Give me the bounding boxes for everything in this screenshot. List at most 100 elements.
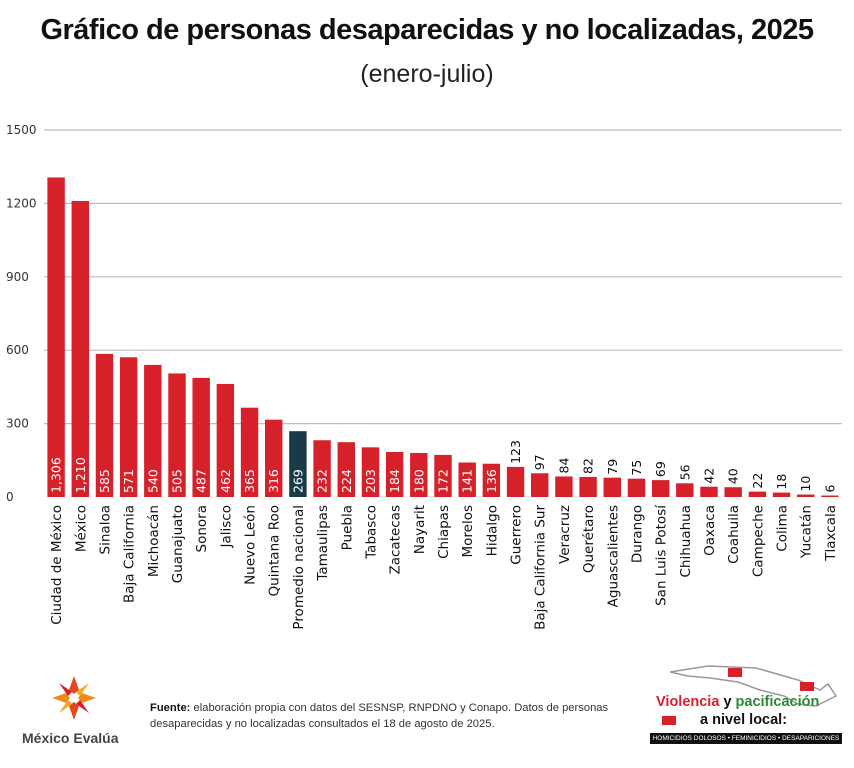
category-label: México bbox=[73, 505, 89, 552]
bars bbox=[47, 177, 839, 497]
y-tick-label: 600 bbox=[6, 343, 29, 357]
bar bbox=[603, 477, 621, 497]
bar-value-label: 18 bbox=[774, 474, 789, 490]
bar-value-label: 136 bbox=[484, 469, 499, 493]
source-label: Fuente: bbox=[150, 702, 191, 714]
grid-lines bbox=[44, 129, 842, 425]
bar bbox=[95, 353, 114, 497]
bar bbox=[627, 478, 646, 497]
category-label: Sonora bbox=[194, 505, 210, 552]
bar bbox=[410, 452, 428, 497]
category-label: Nuevo León bbox=[243, 505, 259, 585]
bar-value-label: 232 bbox=[315, 469, 330, 493]
bar-value-label: 571 bbox=[121, 469, 136, 493]
bar-value-label: 203 bbox=[363, 469, 378, 493]
bar-value-label: 22 bbox=[750, 473, 765, 489]
bar-value-label: 123 bbox=[508, 440, 523, 464]
source-text: elaboración propia con datos del SESNSP,… bbox=[150, 702, 609, 730]
chart-subtitle: (enero-julio) bbox=[360, 60, 494, 88]
category-label: Promedio nacional bbox=[291, 505, 307, 630]
bar-value-label: 462 bbox=[218, 469, 233, 493]
category-label: Guerrero bbox=[509, 505, 525, 565]
bar bbox=[337, 442, 355, 497]
category-label: Hidalgo bbox=[484, 505, 500, 556]
category-label: Chihuahua bbox=[678, 505, 694, 578]
bar bbox=[772, 492, 791, 497]
bar-value-label: 487 bbox=[194, 469, 209, 493]
category-label: Tamaulipas bbox=[315, 505, 331, 582]
category-labels: Ciudad de México México Sinaloa Baja Califo… bbox=[49, 504, 839, 630]
bar bbox=[482, 463, 501, 497]
category-label: Yucatán bbox=[799, 505, 815, 559]
bar-value-label: 141 bbox=[460, 469, 475, 493]
bar-value-label: 75 bbox=[629, 460, 644, 476]
bar bbox=[506, 466, 525, 497]
category-label: Campeche bbox=[750, 505, 766, 577]
badge-strip: HOMICIDIOS DOLOSOS • FEMINICIDIOS • DESA… bbox=[650, 733, 842, 744]
category-label: Oaxaca bbox=[702, 505, 718, 556]
mexico-evalua-logo-icon bbox=[52, 676, 96, 720]
bar-value-label: 56 bbox=[677, 464, 692, 480]
category-label: Baja California bbox=[122, 505, 138, 603]
category-label: Ciudad de México bbox=[49, 505, 65, 625]
bar-value-label: 82 bbox=[581, 458, 596, 474]
bar bbox=[119, 357, 138, 497]
bar-value-label: 10 bbox=[798, 476, 813, 492]
bar bbox=[700, 486, 718, 497]
bar bbox=[168, 373, 186, 497]
bar bbox=[385, 451, 404, 497]
category-label: Coahuila bbox=[726, 505, 742, 564]
category-label: Querétaro bbox=[581, 505, 597, 573]
category-label: Baja California Sur bbox=[533, 505, 549, 630]
bar bbox=[71, 200, 89, 497]
bar-value-label: 316 bbox=[266, 469, 281, 493]
value-labels: 1,306 1,210 585 571 540 505 487 462 365 316 269 232… bbox=[49, 440, 838, 493]
org-name: México Evalúa bbox=[22, 730, 119, 746]
category-label: Jalisco bbox=[218, 505, 234, 548]
bar bbox=[47, 177, 65, 497]
bar bbox=[313, 440, 331, 497]
bar-value-label: 97 bbox=[532, 454, 547, 470]
bar bbox=[144, 364, 162, 497]
category-label: Zacatecas bbox=[388, 505, 404, 575]
category-label: Quintana Roo bbox=[267, 505, 283, 596]
bar-value-label: 172 bbox=[436, 469, 451, 493]
bar bbox=[458, 462, 476, 497]
bar-value-label: 585 bbox=[97, 469, 112, 493]
bar-value-label: 184 bbox=[387, 469, 402, 493]
bar bbox=[676, 483, 694, 497]
bar-value-label: 180 bbox=[411, 469, 426, 493]
bar-value-label: 40 bbox=[726, 468, 741, 484]
bar-value-label: 269 bbox=[290, 469, 305, 493]
bar bbox=[821, 495, 839, 497]
category-label: Michoacán bbox=[146, 505, 162, 577]
bar bbox=[555, 476, 573, 497]
bar bbox=[724, 487, 742, 497]
category-label: Guanajuato bbox=[170, 505, 186, 583]
bar-value-label: 1,210 bbox=[73, 457, 88, 493]
bar-value-label: 42 bbox=[702, 468, 717, 484]
chart-title: Gráfico de personas desaparecidas y no l… bbox=[40, 14, 814, 46]
y-tick-label: 1200 bbox=[6, 196, 37, 210]
bar bbox=[240, 407, 259, 497]
bar bbox=[651, 480, 670, 497]
y-axis-ticks: 0 300 600 900 1200 1500 bbox=[6, 123, 37, 504]
y-tick-label: 300 bbox=[6, 417, 29, 431]
category-label: Tabasco bbox=[363, 505, 379, 560]
mexico-map-icon bbox=[662, 665, 838, 725]
category-label: Puebla bbox=[339, 505, 355, 550]
bar-value-label: 365 bbox=[242, 469, 257, 493]
badge-title: Violencia y pacificación bbox=[656, 694, 820, 710]
category-label: Morelos bbox=[460, 505, 476, 558]
bar-value-label: 540 bbox=[145, 469, 160, 493]
badge-subtitle: a nivel local: bbox=[700, 712, 788, 728]
category-label: Durango bbox=[629, 505, 645, 563]
category-label: Sinaloa bbox=[97, 505, 113, 554]
bar-value-label: 6 bbox=[822, 485, 837, 493]
bar-value-label: 1,306 bbox=[49, 457, 64, 493]
bar bbox=[265, 419, 283, 497]
bar-value-label: 224 bbox=[339, 469, 354, 493]
bar bbox=[289, 431, 307, 497]
bar bbox=[192, 377, 210, 497]
bar bbox=[748, 491, 767, 497]
